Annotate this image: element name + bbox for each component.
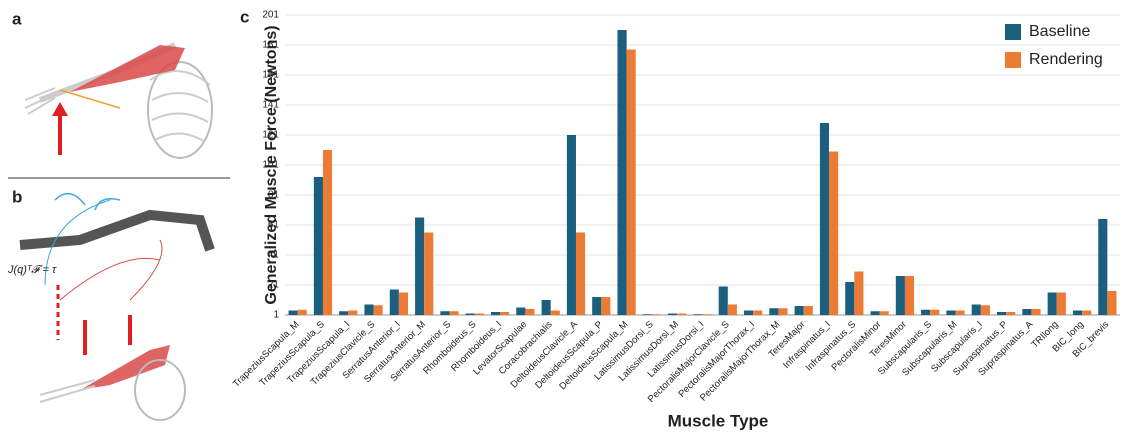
bar bbox=[643, 314, 652, 315]
bar bbox=[1073, 311, 1082, 316]
bar bbox=[617, 30, 626, 315]
bar bbox=[728, 305, 737, 316]
bar bbox=[1107, 291, 1116, 315]
bar bbox=[871, 311, 880, 315]
bar bbox=[997, 312, 1006, 315]
bar bbox=[845, 282, 854, 315]
bar bbox=[390, 290, 399, 316]
bar bbox=[449, 311, 458, 315]
figure: a b c J(q)ᵀ𝓕 = τ Generalized Muscle Forc… bbox=[0, 0, 1124, 432]
bar bbox=[491, 312, 500, 315]
bar bbox=[744, 311, 753, 316]
bar bbox=[424, 233, 433, 316]
equation: J(q)ᵀ𝓕 = τ bbox=[7, 264, 57, 276]
bar bbox=[364, 305, 373, 316]
y-tick-label: 161 bbox=[262, 70, 279, 81]
bar bbox=[1031, 309, 1040, 315]
bar bbox=[475, 314, 484, 316]
panel-b-illustration bbox=[20, 194, 210, 420]
bar bbox=[592, 297, 601, 315]
legend-swatch bbox=[1005, 52, 1021, 68]
bar bbox=[854, 272, 863, 316]
bar bbox=[323, 150, 332, 315]
bar bbox=[677, 314, 686, 316]
bar bbox=[880, 311, 889, 315]
y-tick-label: 1 bbox=[273, 310, 279, 321]
bar bbox=[348, 311, 357, 316]
bar bbox=[778, 308, 787, 315]
bar bbox=[1006, 312, 1015, 315]
bar bbox=[930, 310, 939, 315]
bar bbox=[1057, 293, 1066, 316]
bar bbox=[652, 314, 661, 315]
bar bbox=[753, 311, 762, 316]
y-tick-label: 41 bbox=[268, 250, 280, 261]
bar bbox=[956, 311, 965, 316]
bar bbox=[551, 311, 560, 316]
bar bbox=[289, 311, 298, 316]
bar bbox=[576, 233, 585, 316]
y-tick-label: 201 bbox=[262, 10, 279, 21]
bar bbox=[668, 314, 677, 316]
bar bbox=[415, 218, 424, 316]
y-tick-label: 101 bbox=[262, 160, 279, 171]
legend-swatch bbox=[1005, 24, 1021, 40]
y-tick-label: 21 bbox=[268, 280, 280, 291]
panel-label: c bbox=[240, 7, 249, 26]
bar bbox=[896, 276, 905, 315]
bar bbox=[399, 293, 408, 316]
bar bbox=[693, 314, 702, 315]
panel-label: b bbox=[12, 187, 22, 206]
bar bbox=[769, 308, 778, 315]
legend-label: Rendering bbox=[1029, 51, 1103, 68]
legend-label: Baseline bbox=[1029, 23, 1090, 40]
bar bbox=[1098, 219, 1107, 315]
bar bbox=[946, 311, 955, 316]
bar bbox=[804, 306, 813, 315]
bar bbox=[1022, 309, 1031, 315]
bar bbox=[981, 305, 990, 315]
panel-label: a bbox=[12, 9, 22, 28]
bar bbox=[314, 177, 323, 315]
bar bbox=[440, 311, 449, 315]
bar bbox=[298, 310, 307, 315]
bar bbox=[374, 305, 383, 315]
bar bbox=[525, 309, 534, 315]
bar bbox=[567, 135, 576, 315]
bar bbox=[466, 314, 475, 316]
bar bbox=[972, 305, 981, 316]
bar bbox=[601, 297, 610, 315]
bar bbox=[921, 310, 930, 315]
bar bbox=[703, 314, 712, 315]
y-tick-label: 81 bbox=[268, 190, 280, 201]
panel-a-illustration bbox=[25, 45, 212, 158]
x-axis-title: Muscle Type bbox=[668, 411, 769, 430]
y-tick-label: 61 bbox=[268, 220, 280, 231]
bar bbox=[500, 312, 509, 315]
bar bbox=[542, 300, 551, 315]
bar bbox=[829, 152, 838, 316]
y-tick-label: 121 bbox=[262, 130, 279, 141]
bar bbox=[795, 306, 804, 315]
bar bbox=[339, 311, 348, 315]
bar bbox=[905, 276, 914, 315]
bar bbox=[516, 308, 525, 316]
bar bbox=[1082, 311, 1091, 316]
bar bbox=[1048, 293, 1057, 316]
bar bbox=[820, 123, 829, 315]
y-tick-label: 181 bbox=[262, 40, 279, 51]
bar bbox=[719, 287, 728, 316]
y-tick-label: 141 bbox=[262, 100, 279, 111]
bar bbox=[627, 50, 636, 316]
